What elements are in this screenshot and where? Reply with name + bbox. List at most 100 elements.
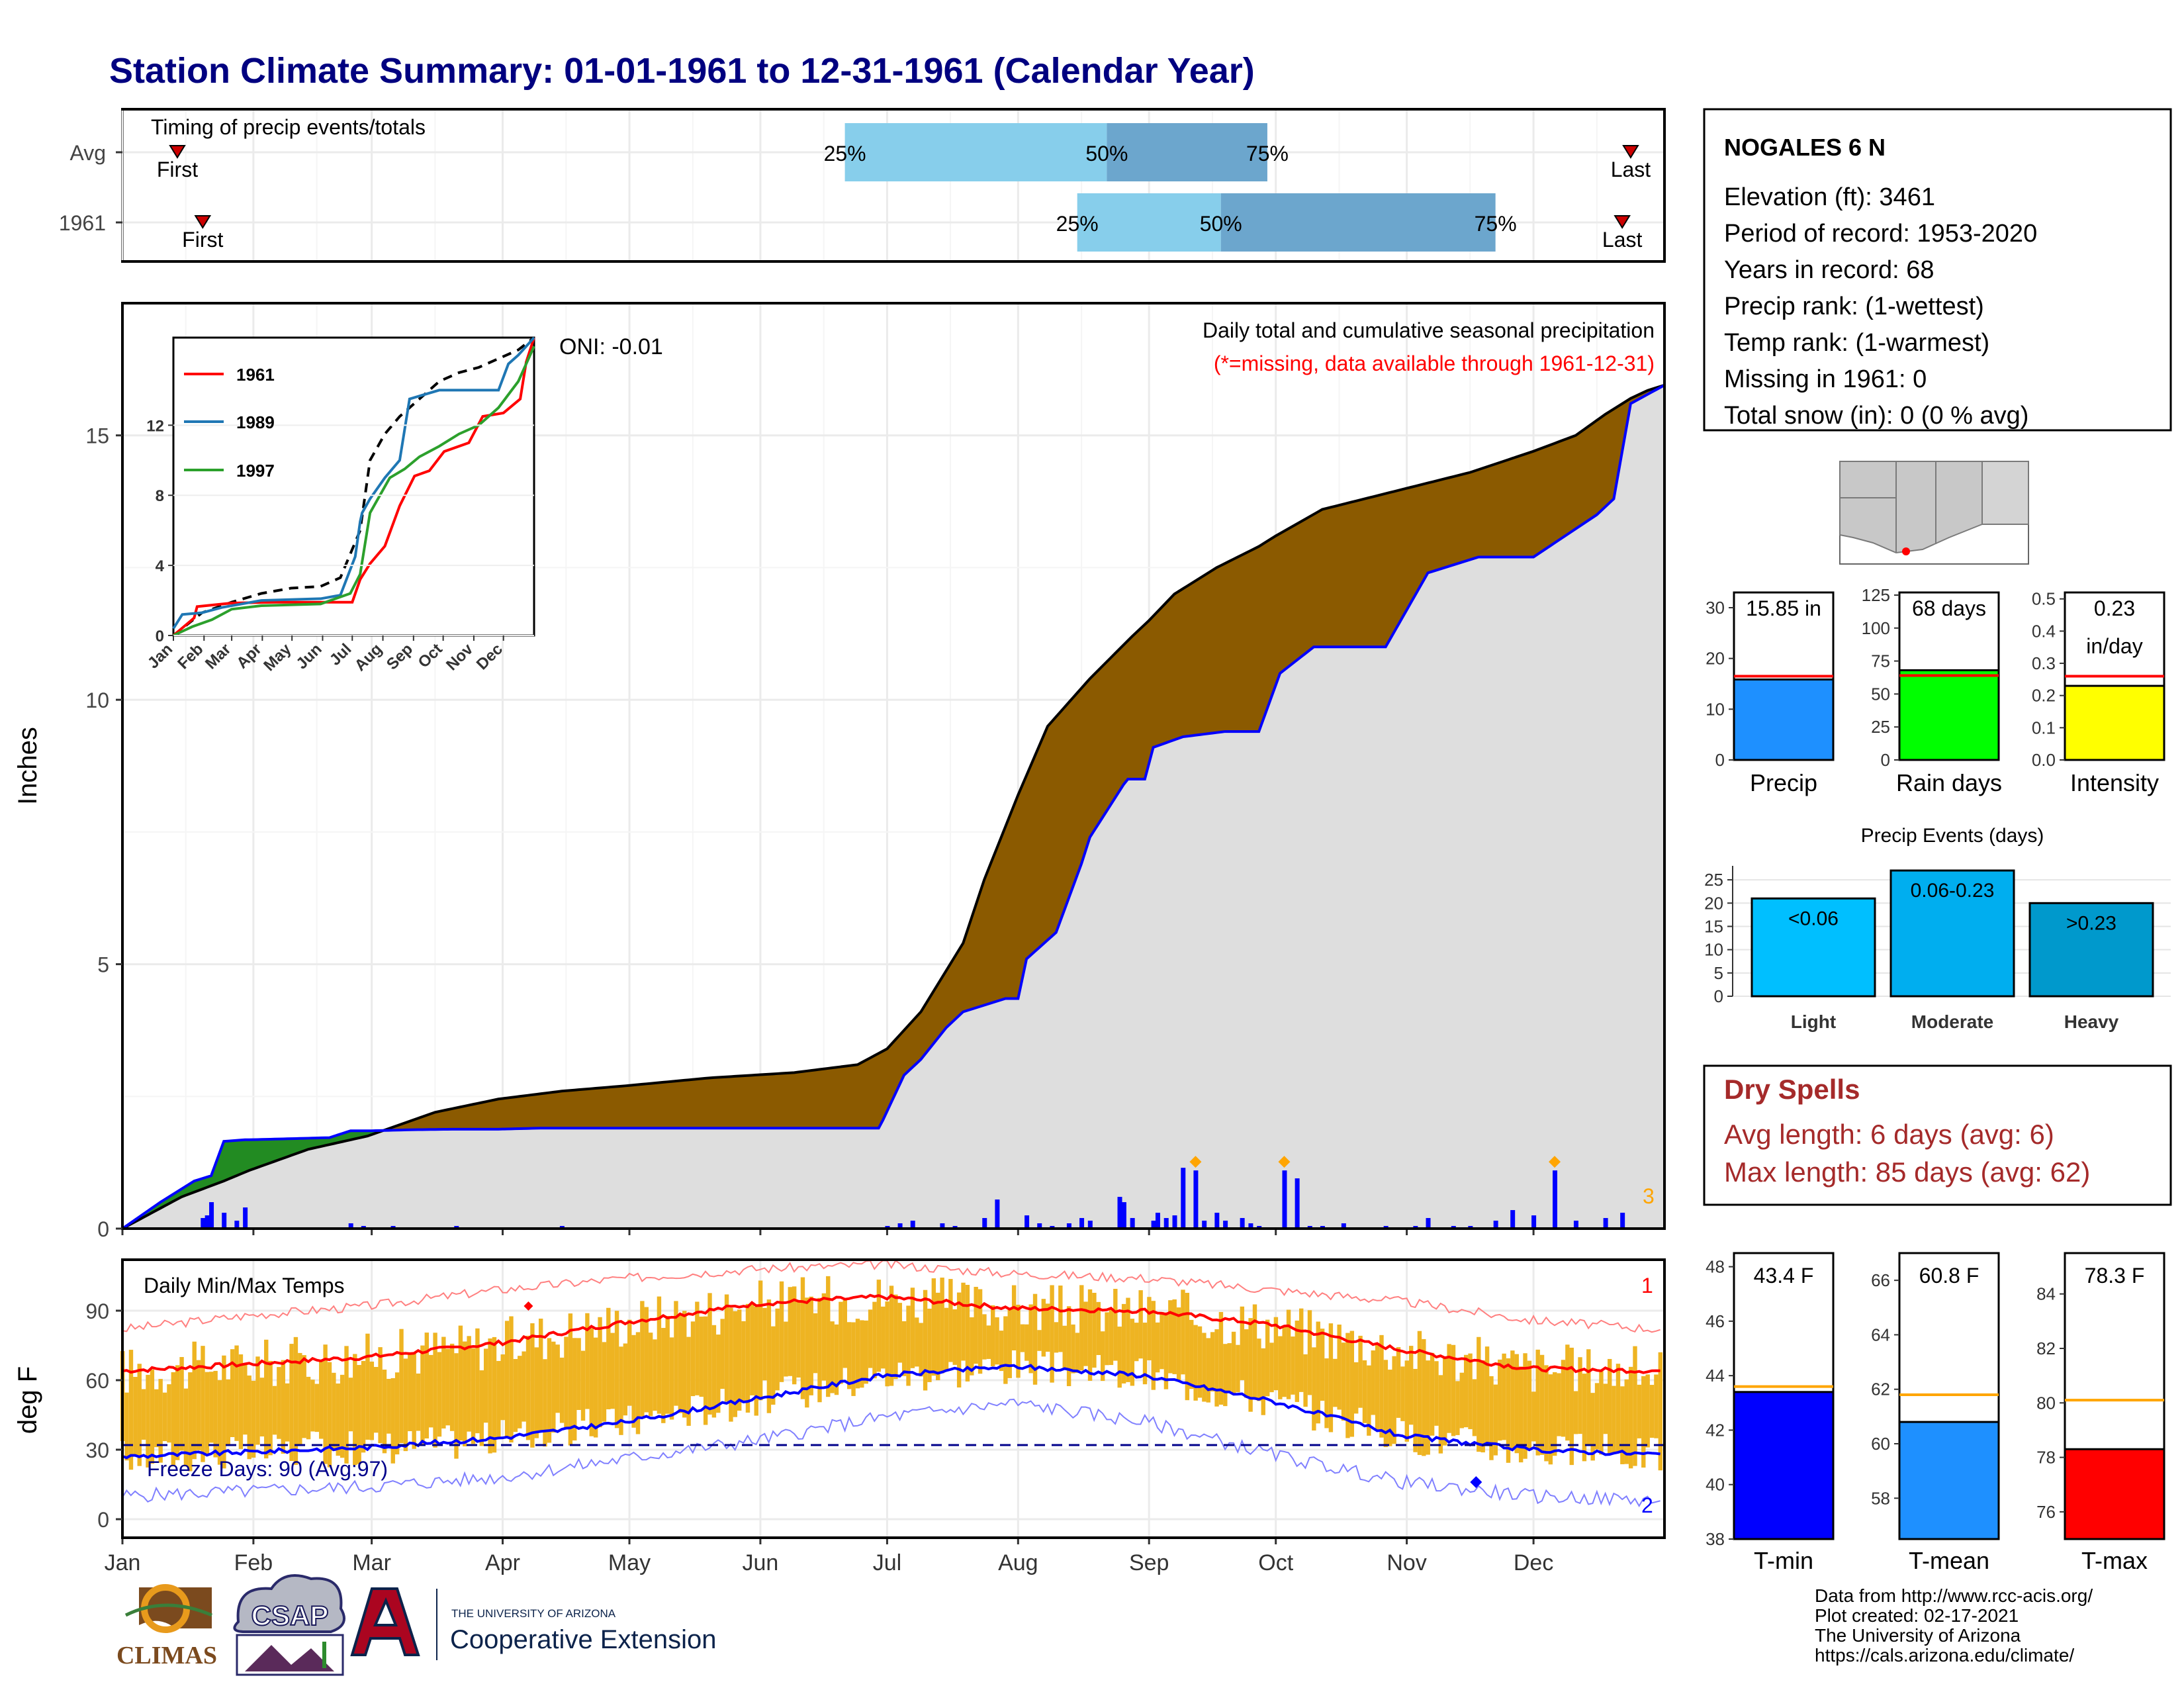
inset-ytick-label: 12 — [146, 417, 164, 435]
daily-temp-bar — [792, 1286, 797, 1385]
daily-temp-bar — [1071, 1324, 1075, 1374]
daily-temp-bar — [1227, 1343, 1232, 1391]
daily-temp-bar — [1265, 1319, 1270, 1397]
month-label: May — [608, 1550, 651, 1575]
daily-temp-bar — [1527, 1360, 1532, 1450]
daily-temp-bar — [1046, 1303, 1050, 1352]
daily-temp-bar — [559, 1357, 565, 1423]
daily-temp-bar — [1354, 1362, 1359, 1414]
daily-temp-bar — [796, 1300, 801, 1378]
daily-temp-bar — [944, 1307, 949, 1372]
events-ytick-label: 5 — [1714, 963, 1723, 983]
daily-temp-bar — [302, 1355, 306, 1438]
daily-temp-bar — [298, 1352, 302, 1445]
dry-spells-avg: Avg length: 6 days (avg: 6) — [1724, 1119, 2054, 1150]
timing-last-label: Last — [1611, 158, 1651, 181]
daily-precip-bar — [222, 1213, 227, 1229]
daily-temp-bar — [408, 1353, 412, 1432]
daily-temp-bar — [1557, 1373, 1561, 1436]
daily-temp-bar — [1079, 1285, 1084, 1371]
daily-temp-bar — [196, 1360, 201, 1450]
daily-temp-bar — [1273, 1317, 1279, 1391]
station-name: NOGALES 6 N — [1724, 134, 1886, 161]
daily-temp-bar — [323, 1344, 328, 1464]
daily-temp-bar — [991, 1305, 995, 1367]
daily-temp-bar — [1041, 1299, 1046, 1357]
daily-temp-bar — [1523, 1353, 1527, 1459]
daily-temp-bar — [699, 1316, 704, 1397]
summary-bar-ytick-label: 100 — [1862, 618, 1890, 638]
daily-temp-bar — [314, 1383, 320, 1432]
daily-temp-bar — [800, 1277, 805, 1399]
daily-temp-bar — [657, 1296, 662, 1414]
daily-temp-bar — [568, 1313, 573, 1446]
dry-spells-box: Dry Spells Avg length: 6 days (avg: 6) M… — [1703, 1064, 2172, 1206]
daily-temp-bar — [1176, 1307, 1181, 1381]
daily-temp-bar — [707, 1293, 712, 1415]
daily-temp-bar — [1362, 1360, 1367, 1423]
daily-temp-bar — [1375, 1344, 1380, 1430]
events-ytick-label: 0 — [1714, 986, 1723, 1006]
daily-temp-bar — [1151, 1301, 1156, 1390]
events-bar-label: >0.23 — [2066, 912, 2116, 934]
daily-temp-bar — [648, 1333, 653, 1417]
daily-temp-bar — [754, 1307, 758, 1416]
daily-temp-bar — [158, 1379, 163, 1463]
daily-temp-bar — [653, 1339, 657, 1411]
month-label: Sep — [1129, 1550, 1169, 1575]
daily-precip-bar — [1193, 1170, 1199, 1229]
daily-temp-bar — [682, 1311, 687, 1418]
daily-temp-bar — [1269, 1342, 1274, 1393]
daily-precip-bar — [1117, 1197, 1122, 1229]
climas-logo-text: CLIMAS — [116, 1642, 217, 1669]
summary-bar-label: Precip — [1750, 769, 1817, 796]
record-low-marker — [1470, 1476, 1482, 1488]
daily-temp-bar — [387, 1379, 391, 1434]
daily-temp-bar — [970, 1317, 974, 1376]
station-location-marker — [1902, 547, 1910, 555]
daily-precip-bar — [1620, 1213, 1625, 1229]
cumulative-1961-line — [121, 384, 1665, 1230]
daily-temp-bar — [538, 1319, 543, 1432]
daily-temp-bar — [644, 1307, 649, 1413]
daily-temp-bar — [1244, 1329, 1249, 1398]
daily-temp-bar — [1181, 1289, 1185, 1375]
daily-temp-bar — [332, 1372, 336, 1451]
daily-temp-bar — [745, 1303, 751, 1413]
daily-temp-bar — [1603, 1383, 1608, 1434]
avg-max-line — [122, 1293, 1661, 1374]
daily-temp-bar — [1303, 1354, 1308, 1407]
timing-panel: Timing of precip events/totals Avg 1961 … — [59, 108, 1666, 263]
daily-temp-bar — [1417, 1331, 1422, 1455]
daily-temp-bar — [1612, 1385, 1616, 1453]
daily-temp-bar — [496, 1360, 501, 1439]
month-label: Dec — [1514, 1550, 1553, 1575]
summary-bar-intensity: 0.0 0.1 0.2 0.3 0.4 0.5 0.23 in/day Intensity — [2032, 589, 2165, 796]
daily-temp-bar — [1451, 1344, 1456, 1436]
daily-temp-bar — [213, 1370, 218, 1458]
daily-temp-bar — [429, 1354, 433, 1428]
daily-temp-bar — [243, 1364, 248, 1435]
daily-temp-bar — [222, 1355, 226, 1469]
temp-summary-ytick-label: 44 — [1706, 1366, 1725, 1385]
daily-temp-bar — [614, 1311, 619, 1429]
daily-temp-bar — [1408, 1346, 1414, 1425]
daily-precip-bar — [348, 1223, 353, 1229]
station-precip-rank: Precip rank: (1-wettest) — [1724, 293, 1984, 320]
daily-temp-bar — [661, 1328, 666, 1423]
daily-temp-bar — [306, 1376, 311, 1440]
timing-first-label: First — [182, 228, 223, 252]
daily-temp-bar — [1396, 1347, 1401, 1418]
daily-temp-bar — [1539, 1354, 1545, 1455]
inset-legend-1961: 1961 — [236, 365, 275, 385]
timing-label-50: 50% — [1200, 212, 1242, 236]
daily-temp-bar — [1430, 1352, 1435, 1436]
temp-panel-title: Daily Min/Max Temps — [144, 1274, 344, 1297]
daily-temp-bar — [1489, 1376, 1494, 1460]
daily-temp-bar — [1320, 1329, 1325, 1401]
daily-temp-bar — [897, 1303, 902, 1363]
summary-bar-ytick-label: 0.5 — [2032, 589, 2056, 609]
daily-temp-bar — [234, 1345, 239, 1441]
events-ytick-label: 25 — [1704, 870, 1723, 890]
summary-bar-label: Intensity — [2070, 769, 2159, 796]
